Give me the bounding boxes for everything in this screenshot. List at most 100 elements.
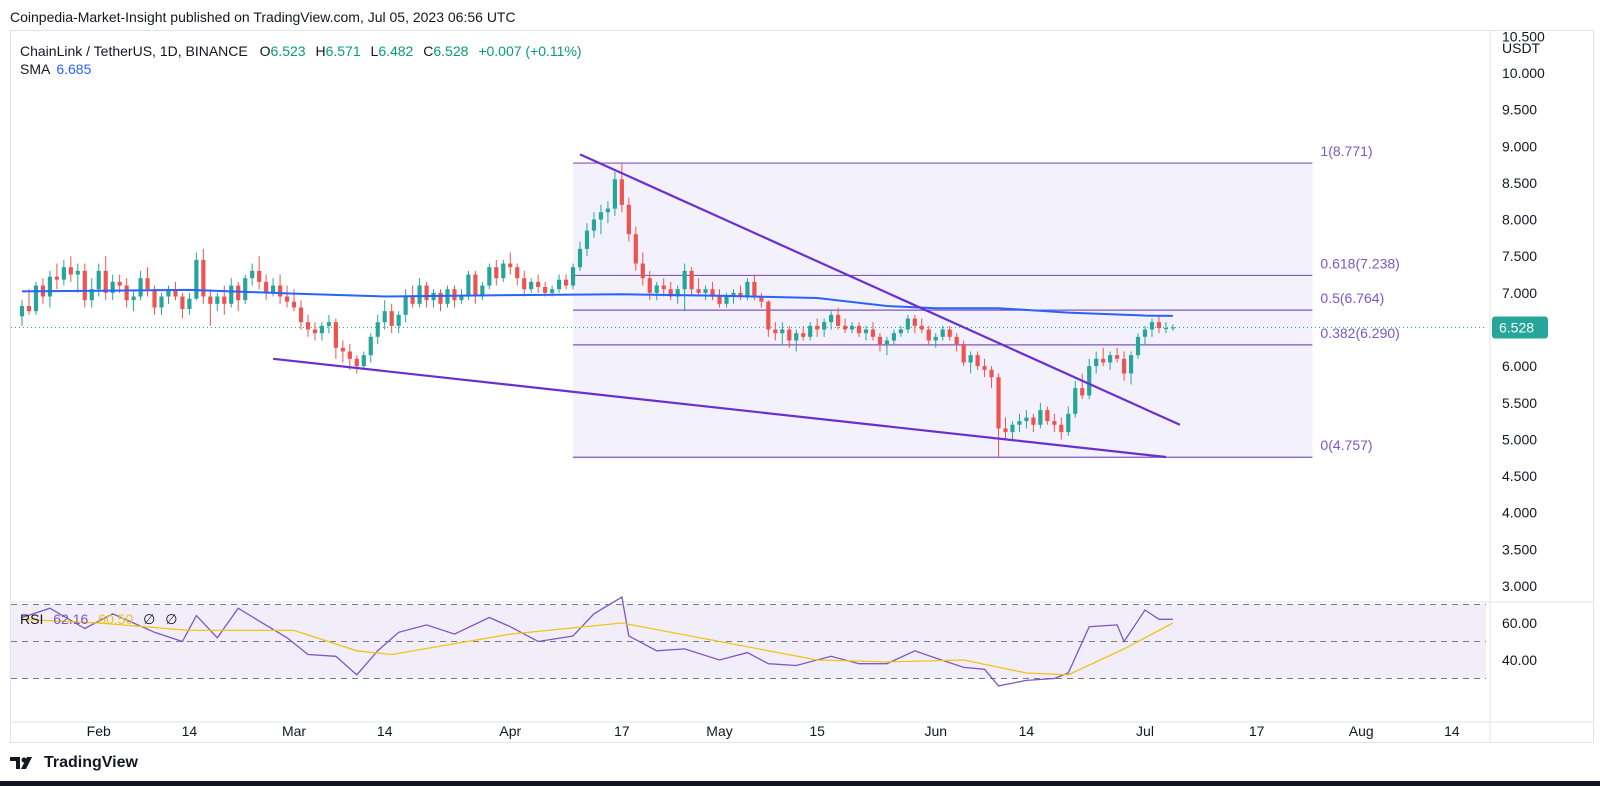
candle-body [633,234,638,264]
candle-body [159,296,164,308]
candle-body [452,289,457,301]
price-tick-label: 9.500 [1502,102,1537,118]
candle-body [277,285,283,297]
rsi-label: RSI [20,611,44,627]
price-tick-label: 9.000 [1502,138,1537,154]
tradingview-logo[interactable]: TradingView [10,754,138,772]
rsi-tick-label: 40.00 [1502,652,1537,668]
candle-body [856,325,862,334]
rsi-value: 62.16 [53,611,89,627]
candle-body [410,296,415,304]
symbol-title[interactable]: ChainLink / TetherUS, 1D, BINANCE [20,43,248,59]
candle-body [1017,421,1022,425]
candle-body [550,289,555,293]
candle-body [96,270,101,290]
candle-body [1101,358,1106,363]
candle-body [103,270,108,293]
candle-body [173,289,178,297]
publish-info: Coinpedia-Market-Insight published on Tr… [10,9,516,25]
price-tick-label: 4.000 [1502,505,1537,521]
candle-body [480,285,485,297]
price-tick-label: 5.500 [1502,395,1537,411]
price-tick-label: 10.500 [1502,28,1545,44]
tradingview-logo-icon [10,757,32,769]
candle-body [738,292,743,297]
open-label: O [259,43,271,59]
sma-line [21,288,1173,317]
candle-body [424,285,429,301]
candle-body [626,204,631,235]
candle-body [403,296,408,315]
candle-body [257,270,262,282]
candle-body [298,307,304,323]
candle-body [264,281,269,293]
candle-body [201,259,206,297]
candle-body [947,329,952,337]
candle-body [473,274,478,297]
price-tick-label: 8.000 [1502,212,1537,228]
candle-body [522,278,527,290]
candle-body [68,267,73,275]
currency-label: USDT [1502,40,1541,56]
candle-body [417,285,422,304]
candle-body [1115,355,1120,359]
candle-body [577,248,583,268]
time-tick-label: Aug [1349,723,1374,739]
candle-body [870,329,876,337]
candle-body [898,329,903,334]
candle-body [570,267,576,286]
candle-body [117,281,122,286]
price-tick-label: 7.000 [1502,285,1537,301]
price-tick-label: 8.500 [1502,175,1537,191]
candle-body [187,298,192,309]
candle-body [494,267,499,279]
change-value: +0.007 (+0.11%) [478,43,582,59]
close-label: C [423,43,434,59]
candle-body [933,336,938,341]
candle-body [487,267,492,286]
candle-body [759,296,764,302]
candle-body [598,212,604,220]
candle-body [215,296,220,304]
candle-body [703,289,708,293]
candle-body [1080,388,1085,396]
candle-body [229,285,234,304]
rsi-legend[interactable]: RSI 62.16 60.50 ∅ ∅ [20,611,177,628]
candle-body [354,358,359,367]
sma-legend[interactable]: SMA 6.685 [20,61,91,77]
candle-body [152,289,157,308]
price-tick-label: 3.500 [1502,541,1537,557]
candle-body [808,325,813,337]
last-price-tag [1492,316,1548,339]
candle-body [829,314,834,323]
brand-name: TradingView [44,754,138,771]
candle-body [319,325,325,334]
candle-body [138,278,143,297]
candle-body [556,279,562,290]
rsi-extra-1: ∅ [143,611,156,627]
time-tick-label: 14 [377,723,393,739]
candle-body [375,322,380,337]
candle-body [591,219,597,231]
candle-body [305,322,311,330]
candle-body [1038,410,1043,425]
chart-frame [10,30,1594,743]
fib-level-label: 0.5(6.764) [1320,290,1384,306]
candle-body [619,179,624,205]
candle-body [1031,417,1036,425]
candle-body [33,285,39,312]
candle-body [1156,322,1162,329]
candle-body [647,278,652,293]
candle-body [291,301,297,308]
candle-body [194,259,199,299]
candle-body [989,369,994,378]
candle-body [842,325,848,330]
time-tick-label: Feb [87,723,111,739]
candle-body [501,263,506,279]
candle-body [605,208,611,213]
candle-body [1024,417,1029,422]
candle-body [1052,421,1057,425]
candle-body [675,289,680,297]
price-tick-label: 4.500 [1502,468,1537,484]
candle-body [347,351,352,359]
